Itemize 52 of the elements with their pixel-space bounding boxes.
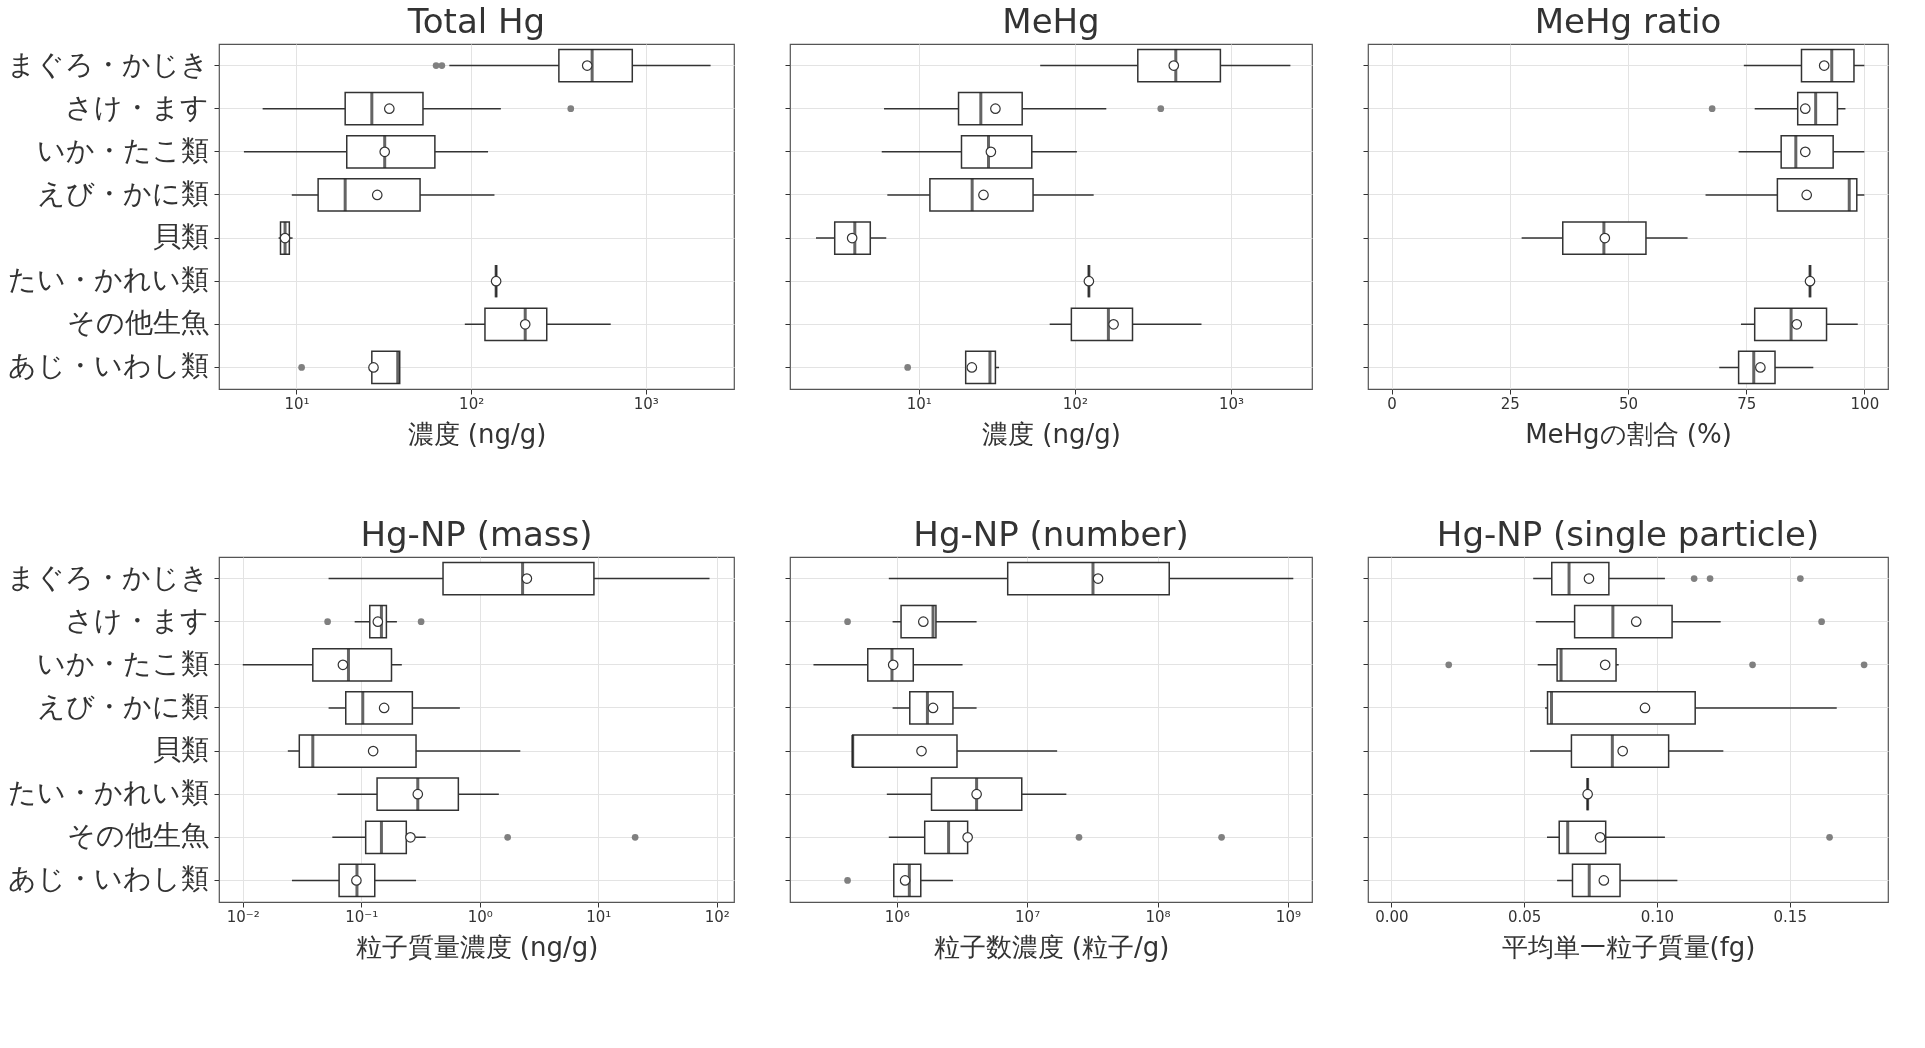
x-tick-label: 10⁹ [1275, 907, 1301, 926]
x-tick-label: 75 [1737, 394, 1757, 413]
chart-title: Hg-NP (single particle) [1436, 514, 1820, 554]
x-tick-label: 10² [704, 907, 730, 926]
x-tick-label: 10⁸ [1145, 907, 1171, 926]
y-tick-label: あじ・いわし類 [7, 349, 209, 383]
y-tick-label: 貝類 [152, 220, 209, 254]
y-tick-label: たい・かれい類 [7, 776, 209, 810]
x-tick-label: 10⁶ [884, 907, 910, 926]
x-tick-label: 0 [1387, 394, 1397, 413]
x-tick-label: 0.05 [1507, 907, 1542, 926]
y-tick-label: 貝類 [152, 733, 209, 767]
chart-title: MeHg ratio [1534, 1, 1722, 41]
x-axis-title: MeHgの割合 (%) [1525, 418, 1732, 449]
x-tick-label: 0.00 [1375, 907, 1409, 926]
x-tick-label: 10¹ [586, 907, 612, 926]
y-tick-label: まぐろ・かじき [6, 560, 209, 594]
y-tick-label: その他生魚 [66, 819, 209, 853]
chart-title: Total Hg [406, 1, 546, 41]
x-tick-label: 10⁷ [1015, 907, 1041, 926]
x-tick-label: 10⁻² [226, 907, 260, 926]
x-tick-label: 25 [1500, 394, 1520, 413]
y-tick-label: あじ・いわし類 [7, 862, 209, 896]
y-tick-label: えび・かに類 [36, 176, 209, 210]
x-tick-label: 10³ [633, 394, 659, 413]
x-tick-label: 100 [1850, 394, 1880, 413]
x-tick-label: 10² [1062, 394, 1088, 413]
x-tick-label: 50 [1618, 394, 1639, 413]
x-tick-label: 10³ [1218, 394, 1245, 413]
x-axis-title: 平均単一粒子質量(fg) [1501, 931, 1756, 962]
chart-title: Hg-NP (number) [913, 514, 1189, 554]
y-tick-label: いか・たこ類 [36, 133, 209, 167]
y-tick-label: さけ・ます [64, 603, 209, 637]
x-tick-label: 0.10 [1640, 907, 1675, 926]
y-tick-label: さけ・ます [64, 90, 209, 124]
x-axis-title: 粒子質量濃度 (ng/g) [355, 931, 599, 962]
y-tick-label: まぐろ・かじき [6, 47, 209, 81]
x-tick-label: 10¹ [284, 394, 310, 413]
y-tick-label: いか・たこ類 [36, 646, 209, 680]
y-tick-label: その他生魚 [66, 306, 209, 340]
x-tick-label: 10⁰ [467, 907, 493, 926]
x-tick-label: 10¹ [906, 394, 932, 413]
x-axis-title: 粒子数濃度 (粒子/g) [933, 931, 1170, 962]
y-tick-label: たい・かれい類 [7, 263, 209, 297]
y-tick-label: えび・かに類 [36, 689, 209, 723]
x-axis-title: 濃度 (ng/g) [982, 418, 1121, 449]
x-tick-label: 10⁻¹ [345, 907, 379, 926]
x-tick-label: 0.15 [1773, 907, 1807, 926]
x-axis-title: 濃度 (ng/g) [407, 418, 547, 449]
chart-title: Hg-NP (mass) [360, 514, 593, 554]
x-tick-label: 10² [459, 394, 485, 413]
chart-title: MeHg [1002, 1, 1100, 41]
